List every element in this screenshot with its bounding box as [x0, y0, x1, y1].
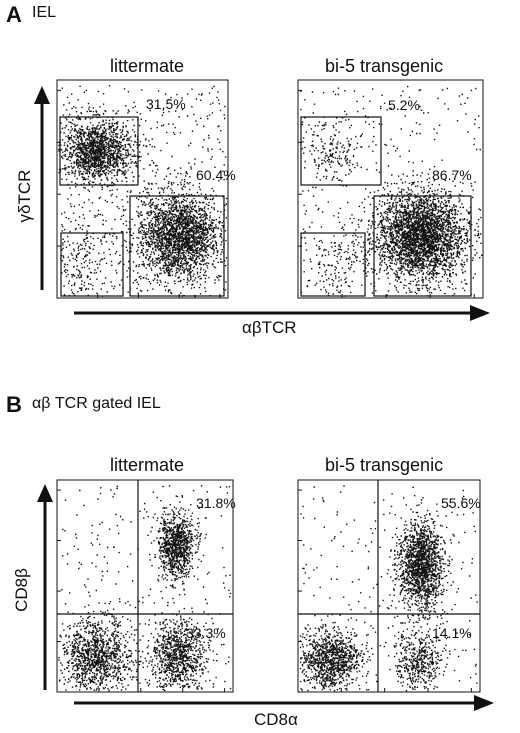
panel-b-letter: B: [6, 392, 22, 417]
plot-b2-dots-events: [299, 485, 478, 692]
plot-b1-frame: [56, 479, 234, 693]
plot-b2-title: bi-5 transgenic: [325, 455, 444, 475]
plot-a2-gate-negative: [300, 232, 366, 297]
plot-a2-dots: [300, 85, 483, 297]
plot-b1-title: littermate: [110, 455, 185, 475]
plot-a2-dots-events: [300, 85, 483, 297]
plot-b2-upper-right-label: 55.6%: [441, 495, 481, 511]
plot-a1-dots: [58, 85, 228, 298]
plot-b1-dots: [58, 485, 232, 692]
panel-b-y-arrow-head: [37, 484, 53, 502]
plot-a1-title: littermate: [110, 56, 185, 76]
plot-a1-gate-negative: [60, 232, 124, 297]
plot-a2-gate-upper-label: 5.2%: [388, 97, 420, 113]
panel-a-x-arrow-head: [470, 305, 490, 321]
plot-a2-gate-lower: [373, 195, 472, 297]
plot-b1-upper-right-label: 31.8%: [196, 495, 236, 511]
panel-b-title: αβ TCR gated IEL: [32, 395, 161, 412]
plot-b2-lower-right-label: 14.1%: [432, 625, 472, 641]
plot-a2-gate-lower-label: 86.7%: [432, 167, 472, 183]
plot-b1-dots-events: [58, 485, 232, 692]
plot-b2-frame: [297, 479, 481, 693]
plot-a2-title: bi-5 transgenic: [325, 56, 444, 76]
panel-b-xlabel: CD8α: [254, 710, 298, 729]
plot-a1-gate-upper-label: 31.5%: [146, 96, 186, 112]
plot-a2-frame: [297, 79, 484, 299]
plot-a1-gate-upper: [59, 116, 139, 186]
panel-a-y-arrow-head: [34, 86, 50, 104]
panel-a-title: IEL: [32, 4, 57, 21]
plot-a1-frame: [56, 79, 229, 299]
panel-b-x-arrow-head: [474, 695, 494, 711]
plot-a2-gate-upper: [300, 116, 382, 186]
plot-a1-dots-events: [58, 85, 228, 298]
panel-a-xlabel: αβTCR: [242, 318, 297, 337]
panel-a-letter: A: [6, 2, 22, 27]
plot-b2-dots: [299, 485, 478, 692]
plot-a1-gate-lower-label: 60.4%: [196, 167, 236, 183]
plot-a1-gate-lower: [129, 195, 225, 297]
